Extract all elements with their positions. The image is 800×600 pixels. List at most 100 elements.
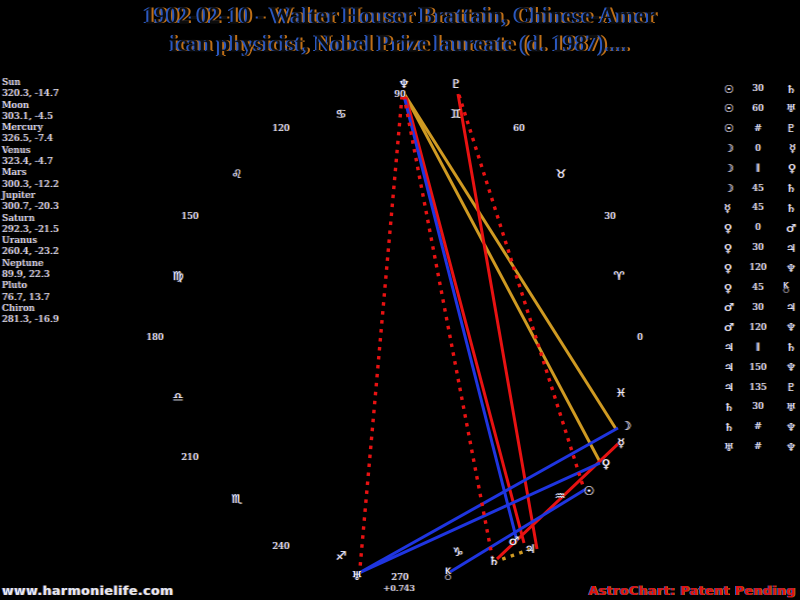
aspect-line-gold-solid (403, 94, 618, 430)
aspect-symbol: 60 (752, 103, 764, 114)
zodiac-leo-icon: ♌ (231, 167, 243, 181)
degree-label: 0 (637, 333, 643, 343)
chart-title-line2: ican physicist, Nobel Prize laureate (d.… (170, 31, 630, 56)
chiron-k: K (445, 567, 451, 578)
aspect-row: ☽ 45 ♄ (724, 180, 798, 198)
planet2-icon: ♆ (786, 321, 796, 335)
planet-position-value: 326.5, -7.4 (2, 134, 54, 145)
aspect-row: ☽ ∥ ♀ (724, 160, 798, 178)
planet2-icon: ♃ (786, 241, 796, 255)
wheel-uranus-icon: ♅ (351, 569, 363, 583)
aspect-line-red-dotted (402, 95, 494, 557)
planet2-icon: ♄ (786, 201, 796, 215)
wheel-pluto-icon: ♇ (450, 77, 462, 91)
zodiac-aquarius-icon: ♒ (554, 489, 566, 503)
aspect-symbol: # (754, 442, 762, 453)
aspect-row: ♃ 135 ♇ (724, 379, 798, 397)
planet1-icon: ♄ (724, 420, 734, 434)
zodiac-gemini-icon: ♊ (450, 107, 462, 121)
aspect-line-gold-solid (403, 94, 602, 463)
planet1-icon: ♄ (724, 400, 734, 414)
planet1-icon: ☽ (724, 142, 734, 156)
aspect-row: ☉ 60 ♅ (724, 100, 798, 118)
planet1-icon: ☿ (724, 201, 731, 215)
planet2-icon: ♆ (786, 361, 796, 375)
planet2-icon: ♂ (786, 221, 796, 235)
aspect-symbol: 30 (752, 84, 764, 94)
planet2-icon: ♇ (786, 122, 796, 136)
degree-label: 60 (513, 124, 525, 134)
zodiac-libra-icon: ♎ (172, 390, 184, 404)
planet-name: Moon (2, 100, 30, 111)
planet-name: Mercury (2, 123, 44, 134)
planet2-icon: ♆ (786, 261, 796, 275)
aspect-symbol: 0 (755, 143, 761, 154)
chiron-k: K (783, 280, 789, 290)
chiron-circle: ○ (783, 286, 789, 295)
planet-position-value: 281.3, -16.9 (2, 315, 59, 326)
aspect-symbol: 45 (752, 203, 764, 214)
planet-position-value: 300.3, -12.2 (2, 179, 59, 190)
planet1-icon: ♃ (724, 381, 734, 394)
planet-position-value: 292.3, -21.5 (2, 224, 59, 235)
planet1-icon: ♃ (724, 361, 734, 375)
planet-name: Uranus (2, 236, 38, 247)
degree-label: 90 (394, 90, 406, 100)
planet1-icon: ♂ (724, 301, 734, 315)
zodiac-taurus-icon: ♉ (555, 167, 567, 181)
planet-name: Neptune (2, 258, 44, 269)
aspect-row: ♂ 30 ♃ (724, 299, 798, 317)
aspect-row: ♄ # ♆ (724, 418, 798, 436)
zodiac-aries-icon: ♈ (613, 269, 625, 283)
planet2-icon: ♆ (786, 420, 796, 434)
aspect-row: ♂ 120 ♆ (724, 319, 798, 337)
planet-position-value: 300.7, -20.3 (2, 202, 59, 213)
planet-name: Pluto (2, 281, 28, 292)
wheel-sun-icon: ☉ (583, 484, 595, 498)
footer-branding: AstroChart: Patent Pending (588, 583, 796, 598)
wheel-neptune-icon: ♆ (398, 77, 410, 91)
planet2-chiron-icon: K ○ (776, 280, 796, 295)
planet1-icon: ☉ (724, 102, 734, 116)
zodiac-virgo-icon: ♍ (172, 269, 184, 283)
degree-label: 210 (181, 453, 199, 463)
planet1-icon: ☉ (724, 122, 734, 136)
degree-label: 120 (272, 124, 290, 134)
planet1-icon: ☉ (724, 82, 734, 96)
planet-name: Sun (2, 78, 21, 88)
aspect-line-blue-solid (358, 461, 601, 575)
planet1-icon: ♀ (724, 261, 733, 275)
aspect-symbol: 30 (752, 402, 764, 413)
planet1-icon: ♃ (724, 341, 734, 355)
aspect-symbol: 30 (752, 302, 764, 313)
aspect-symbol: 120 (749, 263, 767, 274)
planet-name: Jupiter (2, 190, 36, 201)
aspect-line-red-solid (456, 93, 539, 550)
degree-label: 240 (272, 542, 290, 552)
aspect-symbol: 45 (752, 283, 764, 293)
planet-position-value: 303.1, -4.5 (2, 111, 54, 122)
planet2-icon: ♄ (786, 182, 796, 195)
wheel-jupiter-icon: ♃ (524, 542, 536, 556)
aspect-line-red-dotted (457, 94, 585, 487)
planet1-icon: ♀ (724, 281, 733, 295)
aspect-row: ♀ 120 ♆ (724, 259, 798, 277)
planet2-icon: ♇ (786, 381, 796, 394)
zodiac-scorpio-icon: ♏ (231, 492, 243, 506)
planet2-icon: ♃ (786, 301, 796, 315)
aspect-row: ♅ # ♆ (724, 438, 798, 456)
degree-label: 180 (146, 333, 164, 343)
wheel-chiron-chiron-icon: K ○ (445, 567, 451, 580)
aspect-line-gold-dotted (499, 547, 532, 562)
aspect-symbol: 150 (749, 362, 767, 373)
planet-name: Chiron (2, 303, 35, 314)
aspect-symbol: ∥ (755, 163, 761, 174)
planet-position-value: 320.3, -14.7 (2, 89, 59, 100)
planet-position-value: 89.9, 22.3 (2, 270, 50, 281)
footer-link[interactable]: www.harmonielife.com (2, 583, 174, 598)
aspect-row: ♀ 30 ♃ (724, 239, 798, 257)
aspect-row: ♀ 45 K ○ (724, 279, 798, 297)
planet-name: Saturn (2, 213, 35, 224)
aspect-symbol: ∥ (755, 342, 761, 353)
